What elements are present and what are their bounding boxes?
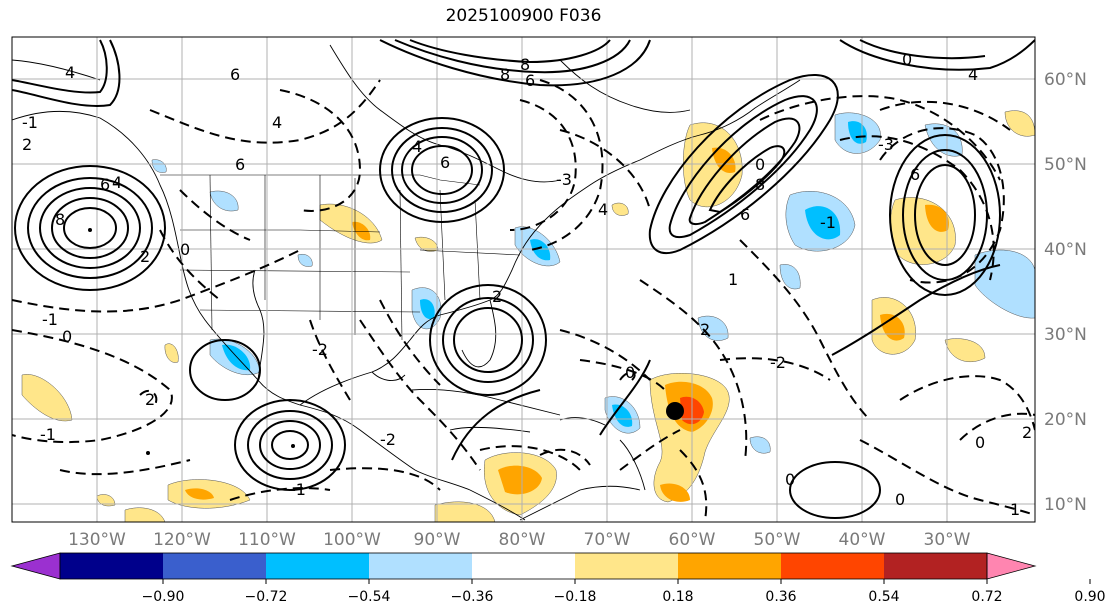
colorbar-segment [60, 553, 164, 579]
contour-label: 0 [625, 363, 635, 382]
contour-label: -1 [290, 480, 306, 499]
center-dot [291, 444, 295, 448]
colorbar-segment [472, 553, 576, 579]
lat-label: 20°N [1044, 410, 1087, 430]
latitude-labels: 60°N 50°N 40°N 30°N 20°N 10°N [1044, 70, 1087, 515]
contour-label: -2 [312, 340, 328, 359]
map-frame [11, 36, 1036, 523]
pressure-centers [88, 228, 295, 455]
contour-label: 1 [728, 270, 738, 289]
lon-label: 70°W [584, 530, 631, 550]
contour-label: 0 [975, 433, 985, 452]
lon-label: 80°W [499, 530, 546, 550]
contour-label: 0 [180, 240, 190, 259]
colorbar-segment [266, 553, 370, 579]
colorbar-tick-label: 0.36 [765, 589, 796, 605]
colorbar-tick-label: 0.54 [868, 589, 899, 605]
contour-label: 6 [235, 155, 245, 174]
contour-labels: 6 4 2 8 6 4 0 -1 -2 -1 2 6 8 6 4 0 -1 -2… [22, 50, 1032, 519]
colorbar-segment [781, 553, 885, 579]
colorbar-extend-high [986, 552, 1037, 580]
contour-label: 0 [895, 490, 905, 509]
contour-label: 0 [785, 470, 795, 489]
map-area: 6 4 2 8 6 4 0 -1 -2 -1 2 6 8 6 4 0 -1 -2… [12, 37, 1035, 522]
contour-label: 2 [140, 247, 150, 266]
map-title: 2025100900 F036 [445, 6, 602, 26]
contour-label: -3 [556, 170, 572, 189]
lat-label: 60°N [1044, 70, 1087, 90]
contour-label: -2 [380, 430, 396, 449]
lon-label: 90°W [414, 530, 461, 550]
contour-label: 6 [525, 71, 535, 90]
contour-label: 6 [740, 205, 750, 224]
contour-label: 6 [230, 65, 240, 84]
lon-label: 120°W [153, 530, 211, 550]
negative-contours [12, 79, 1035, 521]
contour-label: 6 [440, 153, 450, 172]
colorbar-tick-label: −0.18 [554, 589, 597, 605]
contour-label: -1 [22, 113, 38, 132]
colorbar-segment [369, 553, 473, 579]
contour-label: 6 [100, 175, 110, 194]
contour-label: 6 [910, 165, 920, 184]
storm-center-marker [666, 402, 684, 420]
contour-label: 4 [968, 65, 978, 84]
contour-label: 8 [55, 210, 65, 229]
lon-label: 40°W [839, 530, 886, 550]
lon-label: 130°W [68, 530, 126, 550]
lon-label: 100°W [323, 530, 381, 550]
contour-label: 4 [412, 137, 422, 156]
colorbar: −0.90 −0.72 −0.54 −0.36 −0.18 0.18 0.36 0.54 0.7… [10, 552, 1105, 605]
lat-label: 30°N [1044, 325, 1087, 345]
contour-label: -1 [820, 213, 836, 232]
contour-label: 8 [500, 65, 510, 84]
colorbar-segment [884, 553, 988, 579]
contour-label: 4 [65, 63, 75, 82]
lon-label: 60°W [669, 530, 716, 550]
colorbar-segment [678, 553, 782, 579]
lat-label: 40°N [1044, 240, 1087, 260]
contour-label: -2 [770, 353, 786, 372]
longitude-labels: 130°W 120°W 110°W 100°W 90°W 80°W 70°W 6… [68, 530, 971, 550]
colorbar-tick-label: −0.36 [451, 589, 494, 605]
contour-label: 4 [272, 113, 282, 132]
contour-label: -1 [40, 425, 56, 444]
contour-label: 2 [492, 287, 502, 306]
contour-label: 8 [520, 55, 530, 74]
colorbar-tick-label: 0.90 [1074, 589, 1105, 605]
contour-label: 4 [112, 173, 122, 192]
colorbar-segment [163, 553, 267, 579]
colorbar-tick-label: −0.54 [348, 589, 391, 605]
contour-label: -1 [42, 310, 58, 329]
colorbar-tick-label: −0.90 [142, 589, 185, 605]
contour-label: 2 [700, 320, 710, 339]
lon-label: 30°W [924, 530, 971, 550]
center-dot [88, 228, 92, 232]
contour-label: 2 [22, 135, 32, 154]
coastlines [12, 44, 801, 521]
lon-label: 110°W [238, 530, 296, 550]
positive-contours [12, 39, 1035, 519]
colorbar-tick-label: 0.18 [662, 589, 693, 605]
contour-label: 1 [1010, 500, 1020, 519]
contour-label: 2 [145, 390, 155, 409]
lon-label: 50°W [754, 530, 801, 550]
colorbar-frame [59, 552, 988, 580]
contour-label: 8 [755, 175, 765, 194]
contour-label: 4 [598, 200, 608, 219]
colorbar-segment [575, 553, 679, 579]
center-dot [146, 451, 150, 455]
colorbar-tick-label: −0.72 [245, 589, 288, 605]
contour-label: 0 [755, 155, 765, 174]
contour-label: -3 [878, 135, 894, 154]
contour-label: 0 [902, 50, 912, 69]
contour-label: 0 [62, 327, 72, 346]
lat-label: 50°N [1044, 155, 1087, 175]
contour-label: 2 [1022, 423, 1032, 442]
colorbar-tick-label: 0.72 [971, 589, 1002, 605]
lat-label: 10°N [1044, 495, 1087, 515]
colorbar-extend-low [10, 552, 61, 580]
